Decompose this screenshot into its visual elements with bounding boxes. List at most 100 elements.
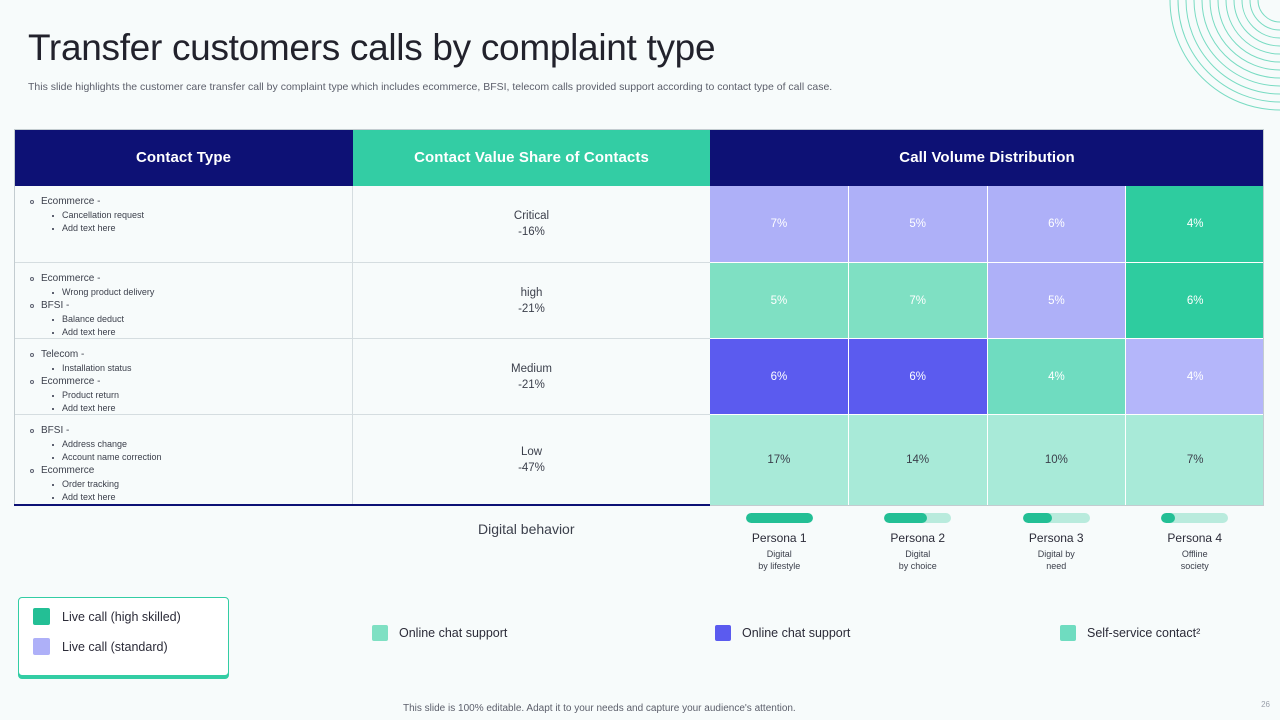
call-volume-cell: 4%	[1126, 339, 1264, 415]
legend-item: Self-service contact²	[1060, 625, 1200, 641]
call-volume-cell: 7%	[710, 186, 849, 263]
value-share: -47%	[518, 462, 545, 474]
cell-contact-type: Telecom - Installation status Ecommerce - P…	[14, 339, 353, 415]
contact-type-group-label: BFSI -	[28, 299, 352, 313]
contact-type-group-label: Ecommerce -	[28, 375, 352, 389]
group-label-text: BFSI -	[41, 425, 70, 436]
sub-item-text: Address change	[62, 439, 128, 449]
group-label-text: Ecommerce -	[41, 376, 101, 387]
persona-description-line: by lifestyle	[758, 561, 801, 571]
call-volume-cell: 5%	[710, 263, 849, 339]
square-bullet-icon	[52, 483, 54, 486]
legend-item: Live call (high skilled)	[33, 608, 228, 625]
cell-contact-type: BFSI - Address change Account name correct…	[14, 415, 353, 506]
persona-description: Offline society	[1181, 548, 1209, 572]
contact-type-group-label: Telecom -	[28, 348, 352, 362]
legend-label: Online chat support	[742, 626, 851, 640]
table-row: Ecommerce - Wrong product delivery BFSI - B…	[14, 263, 1264, 339]
legend-label: Live call (standard)	[62, 639, 168, 654]
page-subtitle: This slide highlights the customer care …	[28, 81, 833, 93]
contact-type-sub-item: Order tracking	[52, 478, 352, 491]
contact-type-group: Ecommerce - Product return Add text here	[28, 375, 352, 415]
group-label-text: BFSI -	[41, 300, 70, 311]
value-label: high	[520, 286, 543, 299]
group-label-text: Ecommerce	[41, 465, 95, 476]
persona-description: Digital by choice	[899, 548, 937, 572]
contact-type-sub-item: Installation status	[52, 362, 352, 375]
call-volume-cells: 7% 5% 6% 4%	[710, 186, 1264, 263]
group-label-text: Telecom -	[41, 349, 85, 360]
table-row: BFSI - Address change Account name correct…	[14, 415, 1264, 506]
sub-item-text: Product return	[62, 390, 120, 400]
page-number: 26	[1261, 700, 1270, 709]
contact-type-sub-item: Wrong product delivery	[52, 286, 352, 299]
call-volume-cell: 5%	[987, 263, 1127, 339]
sub-item-text: Balance deduct	[62, 314, 125, 324]
square-bullet-icon	[52, 318, 54, 321]
sub-item-text: Add text here	[62, 492, 116, 502]
square-bullet-icon	[52, 443, 54, 446]
hollow-bullet-icon	[30, 276, 34, 281]
contact-type-sub-item: Add text here	[52, 222, 352, 235]
sub-item-text: Order tracking	[62, 479, 120, 489]
persona-description-line: Digital by	[1037, 549, 1075, 559]
contact-type-sub-item: Product return	[52, 389, 352, 402]
contact-type-group: Ecommerce - Wrong product delivery	[28, 272, 352, 299]
sub-item-text: Wrong product delivery	[62, 287, 155, 297]
legend-swatch-icon	[715, 625, 731, 641]
call-volume-cell: 14%	[848, 415, 988, 506]
cell-contact-value-share: Critical -16%	[353, 186, 710, 263]
legend-swatch-icon	[372, 625, 388, 641]
hollow-bullet-icon	[30, 303, 34, 308]
persona-description-line: Offline	[1181, 549, 1208, 559]
persona-name: Persona 3	[1028, 531, 1084, 545]
persona-progress-track	[1161, 513, 1229, 523]
persona-description-line: by choice	[898, 561, 937, 571]
call-volume-cell: 6%	[1126, 263, 1264, 339]
concentric-arcs-icon	[1160, 0, 1280, 120]
square-bullet-icon	[52, 367, 54, 370]
persona-group: Persona 1 Digital by lifestyle Persona 2 Dig…	[710, 513, 1264, 572]
contact-type-group: Telecom - Installation status	[28, 348, 352, 375]
table-bottom-accent	[14, 504, 710, 506]
contact-type-sub-item: Add text here	[52, 491, 352, 504]
persona-description-line: society	[1180, 561, 1209, 571]
value-share: -21%	[518, 378, 545, 391]
contact-type-sub-item: Balance deduct	[52, 313, 352, 326]
sub-item-text: Add text here	[62, 223, 116, 233]
legend-item: Online chat support	[715, 625, 850, 641]
persona-description-line: Digital	[766, 549, 792, 559]
contact-type-group-label: Ecommerce -	[28, 195, 352, 209]
call-volume-cell: 6%	[987, 186, 1127, 263]
value-label: Medium	[511, 362, 552, 375]
persona-name: Persona 2	[890, 531, 946, 545]
persona-description: Digital by need	[1038, 548, 1075, 572]
legend-label: Live call (high skilled)	[62, 609, 181, 624]
cell-contact-value-share: Medium -21%	[353, 339, 710, 415]
persona-progress-fill	[884, 513, 928, 523]
legend-item: Live call (standard)	[33, 638, 228, 655]
call-volume-cells: 5% 7% 5% 6%	[710, 263, 1264, 339]
legend-row: Online chat support Online chat support Se…	[360, 625, 1260, 647]
digital-behavior-label: Digital behavior	[478, 521, 575, 537]
cell-contact-type: Ecommerce - Cancellation request Add text …	[14, 186, 353, 263]
table-header-contact-value-share: Contact Value Share of Contacts	[353, 129, 710, 186]
value-share: -21%	[518, 302, 545, 315]
hollow-bullet-icon	[30, 428, 34, 433]
complaint-type-table: Contact Type Contact Value Share of Cont…	[14, 129, 1264, 506]
call-volume-cell: 17%	[710, 415, 849, 506]
value-label: Low	[520, 446, 543, 458]
call-volume-cell: 7%	[848, 263, 988, 339]
page-title: Transfer customers calls by complaint ty…	[28, 27, 716, 68]
persona-item: Persona 4 Offline society	[1126, 513, 1265, 572]
hollow-bullet-icon	[30, 379, 34, 384]
contact-type-sub-item: Cancellation request	[52, 209, 352, 222]
persona-description: Digital by lifestyle	[758, 548, 800, 572]
square-bullet-icon	[52, 227, 54, 230]
persona-progress-fill	[1161, 513, 1176, 523]
table-header-row: Contact Type Contact Value Share of Cont…	[14, 129, 1264, 186]
persona-name: Persona 4	[1167, 531, 1223, 545]
value-share: -16%	[518, 226, 545, 238]
call-volume-cell: 7%	[1126, 415, 1264, 506]
